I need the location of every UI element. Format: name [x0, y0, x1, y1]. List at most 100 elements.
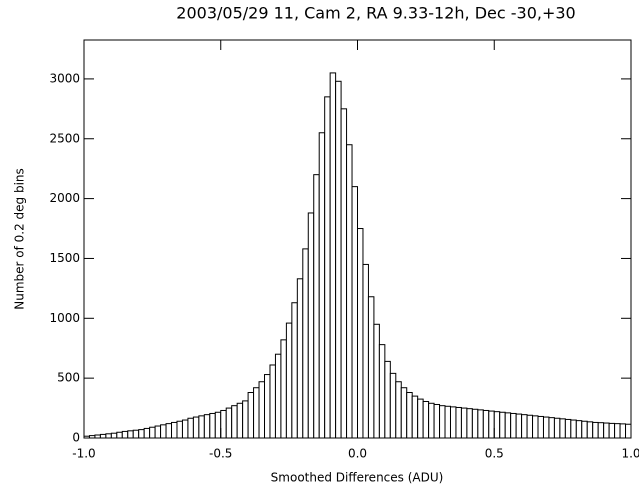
bar [307, 212, 315, 439]
bar [110, 432, 118, 439]
bar [488, 410, 495, 439]
bar [214, 411, 222, 439]
bar [154, 425, 162, 439]
bar [187, 417, 194, 439]
bar [532, 415, 539, 439]
bar [165, 423, 173, 439]
bar [138, 429, 145, 439]
bar [433, 403, 441, 439]
bar [608, 422, 616, 439]
bar [439, 405, 446, 439]
bar [362, 263, 369, 439]
bar [614, 423, 621, 439]
bar [515, 413, 523, 439]
bar [253, 387, 260, 439]
bar [619, 423, 627, 439]
bar [357, 228, 364, 439]
bar [625, 423, 632, 439]
bar [127, 430, 134, 439]
bar [269, 364, 276, 439]
y-tick-label: 500 [57, 371, 80, 385]
bar [367, 296, 375, 439]
bar [417, 398, 424, 439]
bar [559, 418, 566, 439]
bar [400, 387, 408, 439]
bar [586, 421, 594, 439]
bar [395, 381, 402, 439]
bar [477, 409, 484, 439]
bar [105, 433, 112, 439]
bar [296, 278, 304, 439]
bar [121, 430, 129, 439]
bar [570, 419, 577, 439]
bar [373, 323, 380, 439]
bar [449, 406, 457, 439]
bar [504, 412, 512, 439]
bar [581, 420, 588, 439]
bar [264, 374, 271, 439]
bar [313, 174, 320, 439]
bar [466, 408, 473, 439]
bar [171, 421, 178, 439]
bar [324, 96, 331, 439]
bar [231, 405, 238, 439]
bar [258, 381, 266, 439]
bar [428, 402, 435, 439]
bar [220, 409, 227, 439]
bar [132, 429, 140, 439]
x-axis-label: Smoothed Differences (ADU) [271, 471, 444, 485]
bar [455, 406, 462, 439]
bar [406, 392, 413, 439]
y-tick-label: 2500 [49, 131, 80, 145]
bar [521, 414, 528, 439]
x-tick-label: 1.0 [621, 447, 639, 461]
chart-title: 2003/05/29 11, Cam 2, RA 9.33-12h, Dec -… [176, 4, 575, 23]
bar [548, 417, 555, 439]
y-tick-label: 2000 [49, 191, 80, 205]
bar [247, 392, 255, 439]
bar [542, 416, 550, 439]
bar [378, 344, 386, 439]
bar [181, 419, 189, 439]
y-tick-label: 1500 [49, 251, 80, 265]
bar [384, 360, 391, 439]
bar [192, 416, 200, 439]
bar [597, 422, 605, 439]
bar [351, 186, 358, 439]
y-axis-label: Number of 0.2 deg bins [13, 168, 27, 310]
bar [499, 411, 506, 439]
bar [389, 372, 397, 439]
bar [160, 424, 167, 439]
x-tick-label: -1.0 [72, 447, 95, 461]
bar [482, 409, 490, 439]
bar [346, 144, 353, 439]
y-tick-label: 0 [72, 431, 80, 445]
y-tick-label: 3000 [49, 71, 80, 85]
bar [99, 433, 107, 439]
bar [592, 421, 599, 439]
bar [149, 426, 156, 439]
bar [274, 353, 282, 439]
bar [176, 420, 183, 439]
bar [460, 407, 468, 439]
bar [329, 72, 337, 439]
bar [575, 420, 583, 439]
bar [285, 322, 293, 439]
bar [280, 339, 287, 439]
bar [225, 407, 233, 439]
bar [335, 80, 342, 439]
bar [537, 415, 544, 439]
x-tick-label: 0.0 [348, 447, 367, 461]
bar [526, 414, 534, 439]
x-tick-label: 0.5 [485, 447, 504, 461]
bar [493, 411, 501, 439]
bar [340, 108, 348, 439]
x-tick-label: -0.5 [209, 447, 232, 461]
bar [203, 414, 211, 439]
bar [553, 417, 561, 439]
bar [291, 302, 298, 439]
bar [411, 395, 419, 439]
bar [444, 405, 451, 439]
bar [116, 431, 123, 439]
bar [242, 400, 249, 439]
